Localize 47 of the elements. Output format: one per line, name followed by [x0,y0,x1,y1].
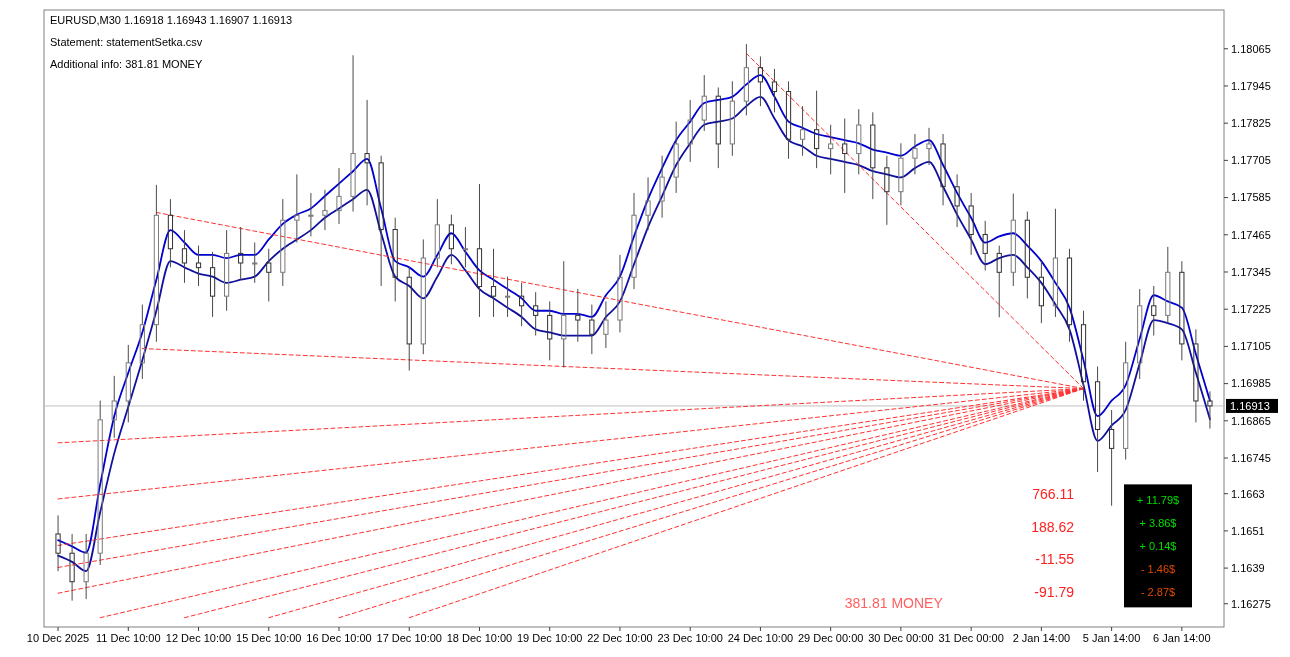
x-tick-label: 12 Dec 10:00 [165,632,232,644]
annotation: 381.81 MONEY [844,594,944,611]
y-tick-label: 1.17465 [1231,228,1271,241]
annotation: -11.55 [1035,551,1075,568]
annotation: + 0.14$ [1139,540,1177,553]
y-tick-label: 1.17345 [1231,265,1271,278]
y-tick-label: 1.1639 [1231,561,1265,574]
annotation: 188.62 [1031,518,1075,535]
x-tick-label: 5 Jan 14:00 [1082,632,1141,644]
y-tick-label: 1.17105 [1231,340,1271,353]
y-tick-label: 1.17225 [1231,303,1271,316]
annotation: -91.79 [1034,583,1075,600]
x-tick-label: 18 Dec 10:00 [446,632,513,644]
y-tick-label: 1.16745 [1231,451,1271,464]
x-tick-label: 23 Dec 10:00 [657,632,723,644]
x-tick-label: 11 Dec 10:00 [95,632,161,644]
annotation: + 3.86$ [1139,517,1177,530]
x-tick-label: 31 Dec 00:00 [938,632,1004,644]
y-tick-label: 1.16985 [1231,377,1271,390]
chart-title: EURUSD,M30 1.16918 1.16943 1.16907 1.16913 [50,14,293,26]
x-tick-label: 6 Jan 14:00 [1153,632,1211,644]
x-tick-label: 17 Dec 10:00 [376,632,442,644]
y-tick-label: 1.16865 [1231,414,1271,427]
x-tick-label: 2 Jan 14:00 [1012,632,1071,644]
y-tick-label: 1.16275 [1231,597,1271,610]
x-tick-label: 15 Dec 10:00 [236,632,302,644]
y-tick-label: 1.17825 [1231,117,1271,130]
annotation: + 11.79$ [1136,494,1180,507]
x-tick-label: 10 Dec 2025 [26,632,90,644]
annotation: Additional info: 381.81 MONEY [50,58,203,70]
x-tick-label: 30 Dec 00:00 [868,632,934,644]
ref-line-label: 1.16913 [1230,399,1270,412]
y-tick-label: 1.17585 [1231,191,1271,204]
y-tick-label: 1.17705 [1231,154,1271,167]
x-tick-label: 16 Dec 10:00 [306,632,372,644]
y-tick-label: 1.1663 [1231,487,1265,500]
x-tick-label: 29 Dec 00:00 [797,632,864,644]
annotation: - 1.46$ [1140,563,1176,576]
x-tick-label: 19 Dec 10:00 [517,632,583,644]
y-tick-label: 1.1651 [1231,524,1265,537]
y-tick-label: 1.18065 [1231,42,1271,55]
x-tick-label: 24 Dec 10:00 [727,632,794,644]
annotation: - 2.87$ [1140,586,1176,599]
y-tick-label: 1.17945 [1231,79,1271,92]
annotation: 766.11 [1032,486,1075,503]
annotation: Statement: statementSetka.csv [50,36,203,48]
x-tick-label: 22 Dec 10:00 [587,632,653,644]
